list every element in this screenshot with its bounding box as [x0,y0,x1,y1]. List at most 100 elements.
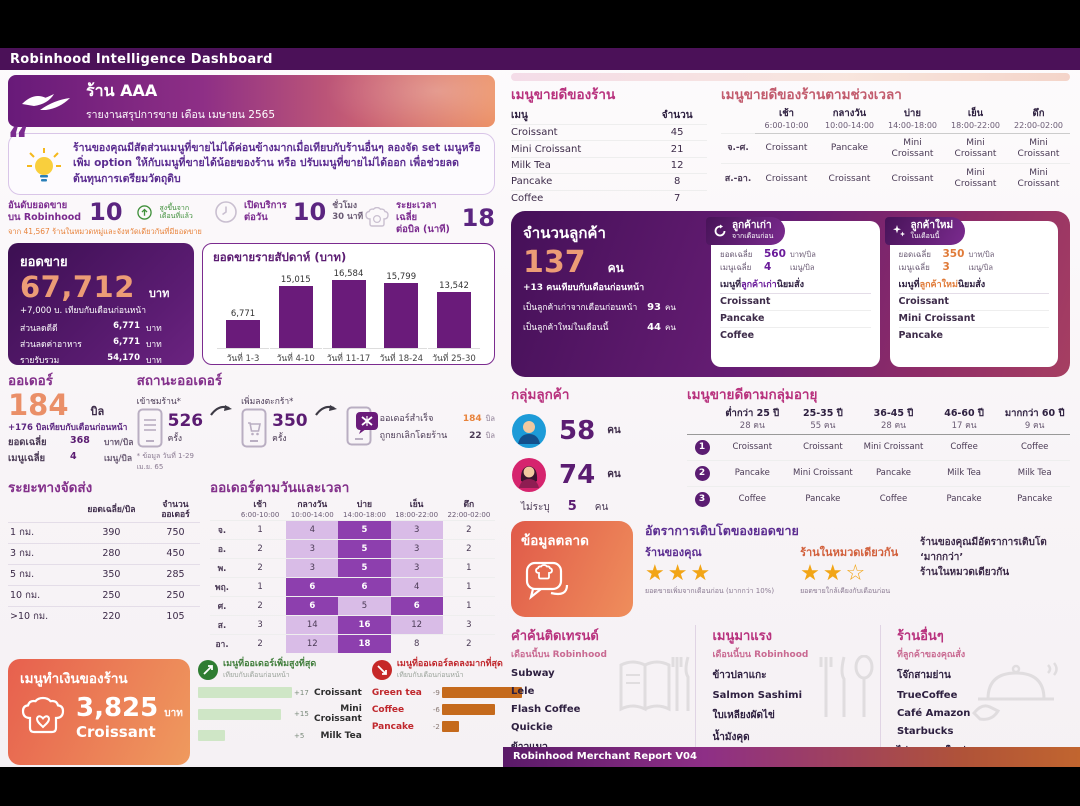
store-header-card: ร้าน AAA รายงานสรุปการขาย เดือน เมษายน 2… [8,75,495,127]
hours-unit: ชั่วโมง [332,200,358,211]
rank-value: 10 [89,198,123,226]
funnel-result: ออเดอร์สำเร็จ 184 บิล ถูกยกเลิกโดยร้าน 22 บิ… [346,394,495,446]
table-row: 3 กม. 280 450 [8,542,200,565]
bar-week1: 6,771 วันที่ 1-3 [217,267,269,365]
heatmap-title: ออเดอร์ตามวันและเวลา [210,480,350,496]
table-row: 5 กม. 350 285 [8,563,200,586]
male-avatar [511,413,547,449]
list-item: Quickie [511,721,553,733]
sales-delta: +7,000 บ. เทียบกับเดือนก่อนหน้า [20,306,146,317]
table-row: Coffee 7 [511,189,707,206]
trend-down-icon [371,660,392,681]
customers-unit: คน [607,260,624,275]
bestsellers-title: เมนูขายดีของร้าน [511,87,616,103]
quote-mark: “ [7,120,30,160]
heatmap-row: ศ. 2 6 5 6 1 [210,596,495,616]
list-item: โจ๊กสามย่าน [896,669,951,681]
bar-week5: 13,542 วันที่ 25-30 [428,267,480,365]
heatmap-row: อ. 2 3 5 3 2 [210,539,495,559]
orders-value: 184 [8,388,69,422]
left-column: ร้าน AAA รายงานสรุปการขาย เดือน เมษายน 2… [0,70,522,767]
phone-order-icon [346,406,378,446]
table-row: ส.-อา. Croissant Croissant Croissant Mini Cr… [721,163,1070,194]
age-table: ต่ำกว่า 25 ปี 28 คน 25-35 ปี 55 คน 36-45 ป… [687,406,1070,512]
menus-title: เมนูมาแรง [712,628,772,644]
trend-up-icon [198,660,218,681]
hours-label: เปิดบริการ [244,200,287,212]
list-item: Salmon Sashimi [712,689,803,701]
unknown-group-row: ไม่ระบุ 5 คน [521,498,609,514]
customers-delta: +13 คนเทียบกับเดือนก่อนหน้า [523,283,645,294]
funnel-visits: เข้าชมร้าน* 526 ครั้ง * ข้อมูล วันที่ 1-2… [136,397,204,471]
category-shops-rating: ร้านในหมวดเดียวกัน ★★☆ ยอดขายใกล้เคียงกั… [800,545,899,596]
list-item: Lele [511,685,535,697]
cloche-watermark-icon [968,655,1064,727]
sales-breakdown-row: รายรับรวม 54,170 บาท [20,353,162,367]
sales-breakdown-row: ส่วนลดดีดี 6,771 บาท [20,321,162,335]
new-avg-row: ยอดเฉลี่ย 350 บาท/บิล [898,247,995,260]
table-row: จ.-ศ. Croissant Pancake Mini Croissant Mini … [721,132,1070,164]
orders-summary: ออเดอร์ 184 บิล +176 บิลเทียบกับเดือนก่อ… [8,369,137,473]
list-item: TrueCoffee [896,689,958,701]
sales-value: 67,712 [20,270,135,304]
insight-tip-box: “ ร้านของคุณมีสัดส่วนเมนูที่ขายไม่ได้ค่อ… [7,120,495,195]
shops-subtitle: ที่ลูกค้าของคุณสั่ง [896,649,966,660]
table-row: Croissant 45 [511,123,707,141]
heatmap-row: อา. 2 12 18 8 2 [210,634,495,654]
cutlery-watermark-icon [818,654,878,721]
returning-avg-row: ยอดเฉลี่ย 560 บาท/บิล [720,247,816,260]
customers-panel: จำนวนลูกค้า 137 คน +13 คนเทียบกับเดือนก่… [511,210,1070,377]
avgtime-label: ระยะเวลาเฉลี่ย [396,200,437,223]
footer-text: Robinhood Merchant Report V04 [513,751,697,763]
customers-value: 137 [523,244,586,280]
table-row: 3 Coffee Pancake Coffee Pancake Pancake [687,485,1070,512]
returning-customer-card: ลูกค้าเก่า จากเดือนก่อน ยอดเฉลี่ย 560 บาท/บ… [706,216,880,367]
female-avatar [511,457,547,493]
delivery-table: ยอดเฉลี่ย/บิล จำนวน ออเดอร์ 1 กม. 390 750 3… [8,500,200,627]
weekly-bar-chart: 6,771 วันที่ 1-3 15,015 วันที่ 4-10 16,584… [213,267,484,365]
avgtime-value: 18 [461,203,495,232]
bestsellers-section: เมนูขายดีของร้าน เมนู จำนวน Croissant 45 M… [511,83,707,206]
tip-text: ร้านของคุณมีสัดส่วนเมนูที่ขายไม่ได้ค่อนข… [73,142,481,185]
market-card-title: ข้อมูลตลาด [521,532,589,549]
rank-trend: สูงขึ้นจาก [159,203,190,212]
keywords-title: คำค้นติดเทรนด์ [511,628,599,644]
your-shop-rating: ร้านของคุณ ★★★ ยอดขายเพิ่มจากเดือนก่อน (… [645,545,775,596]
decor-wave-strip [511,73,1070,81]
table-row: Pancake 8 [511,173,707,190]
bytime-table: เช้า 6:00-10:00 กลางวัน 10:00-14:00 บ่าย 14… [721,107,1070,194]
market-data-card: ข้อมูลตลาด [511,520,633,617]
list-item: Café Amazon [896,707,971,719]
groups-title: กลุ่มลูกค้า [511,386,570,403]
clock-icon [214,200,238,224]
store-name: ร้าน AAA [86,81,158,100]
keywords-subtitle: เดือนนี้บน Robinhood [511,649,607,660]
dashboard-content: Robinhood Intelligence Dashboard ร้าน AA… [0,48,1080,767]
list-item: Starbucks [896,725,954,737]
up-arrow-icon [136,204,152,220]
shops-title: ร้านอื่นๆ [896,628,944,644]
new-menu-row: เมนูเฉลี่ย 3 เมนู/บิล [898,260,994,273]
new-customer-card: ลูกค้าใหม่ ในเดือนนี้ ยอดเฉลี่ย 350 บาท/บิล… [884,216,1058,367]
kpi-strip: อันดับยอดขาย บน Robinhood 10 สูงขึ้นจาก เด… [8,200,495,238]
trending-keywords-section: คำค้นติดเทรนด์ เดือนนี้บน Robinhood Subw… [511,625,695,767]
sales-breakdown-row: ส่วนลดค่าอาหาร 6,771 บาท [20,337,162,351]
delivery-title: ระยะทางจัดส่ง [8,480,93,496]
refresh-icon [713,224,727,238]
table-row: Milk Tea 12 [511,156,707,174]
chef-hat-heart-icon [20,696,66,740]
male-group-row: 58 คน [511,413,679,449]
heatmap-row: พฤ. 1 6 6 4 1 [210,577,495,597]
table-row: Mini Croissant 21 [511,140,707,158]
heatmap-row: พ. 2 3 5 3 1 [210,558,495,578]
age-table-title: เมนูขายดีตามกลุ่มอายุ [687,386,818,403]
decor-swirl [305,75,495,127]
list-item: Pancake [720,311,871,328]
returning-menu-row: เมนูเฉลี่ย 4 เมนู/บิล [720,260,815,273]
top-gaining-menus: เมนูที่ออเดอร์เพิ่มสูงที่สุด เทียบกับเดือ… [198,659,362,765]
table-row: 1 Croissant Croissant Mini Croissant Coffee C… [687,433,1070,461]
list-item: Mini Croissant [898,311,1049,328]
star-rating: ★★☆ [800,560,869,586]
top-earning-menu-card: เมนูทำเงินของร้าน 3,825 บาท Croissant [8,659,190,766]
list-item: ข้าวปลาแกะ [712,669,767,681]
